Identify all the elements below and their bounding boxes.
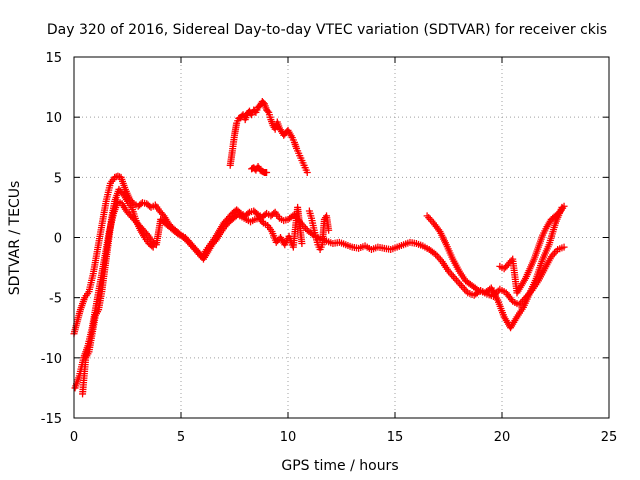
data-point (258, 217, 266, 225)
y-tick-label: -10 (41, 352, 62, 367)
series-arc-early-branch (79, 185, 157, 398)
data-point (298, 240, 306, 248)
series-arc-sparse-11 (305, 207, 333, 254)
data-point (149, 243, 157, 251)
data-point (303, 169, 311, 177)
y-axis-label: SDTVAR / TECUs (7, 181, 23, 296)
series-arc-late-second (423, 203, 566, 332)
x-tick-label: 5 (177, 430, 185, 445)
y-tick-label: 10 (45, 111, 62, 126)
x-tick-label: 0 (70, 430, 78, 445)
x-tick-label: 10 (280, 430, 297, 445)
y-tick-label: 15 (45, 51, 62, 66)
x-tick-label: 15 (387, 430, 404, 445)
chart-title: Day 320 of 2016, Sidereal Day-to-day VTE… (47, 22, 607, 38)
plot-frame (73, 56, 610, 419)
series-arc-main-lower (71, 197, 306, 392)
data-point (244, 209, 252, 217)
series-arc-main-upper (70, 172, 568, 338)
y-tick-label: 5 (54, 171, 62, 186)
y-tick-label: -15 (41, 412, 62, 427)
data-point (325, 226, 333, 234)
x-axis-label: GPS time / hours (281, 458, 398, 474)
data-point (430, 249, 438, 257)
x-tick-label: 20 (494, 430, 511, 445)
series-arc-late-third (496, 202, 568, 297)
data-point (473, 285, 481, 293)
data-point (264, 107, 272, 115)
y-tick-label: -5 (49, 292, 62, 307)
series-arc-peak-small (248, 163, 271, 177)
data-points (70, 98, 568, 398)
grid (74, 57, 609, 418)
x-tick-label: 25 (601, 430, 618, 445)
data-point (560, 202, 568, 210)
data-point (172, 229, 180, 237)
series-arc-peak (226, 98, 311, 177)
data-point (263, 169, 271, 177)
y-tick-label: 0 (54, 232, 62, 247)
axis-tick-labels: 0 5 10 15 20 25 -15 -10 -5 0 5 10 15 (41, 51, 618, 445)
data-point (148, 242, 156, 250)
data-point (560, 243, 568, 251)
